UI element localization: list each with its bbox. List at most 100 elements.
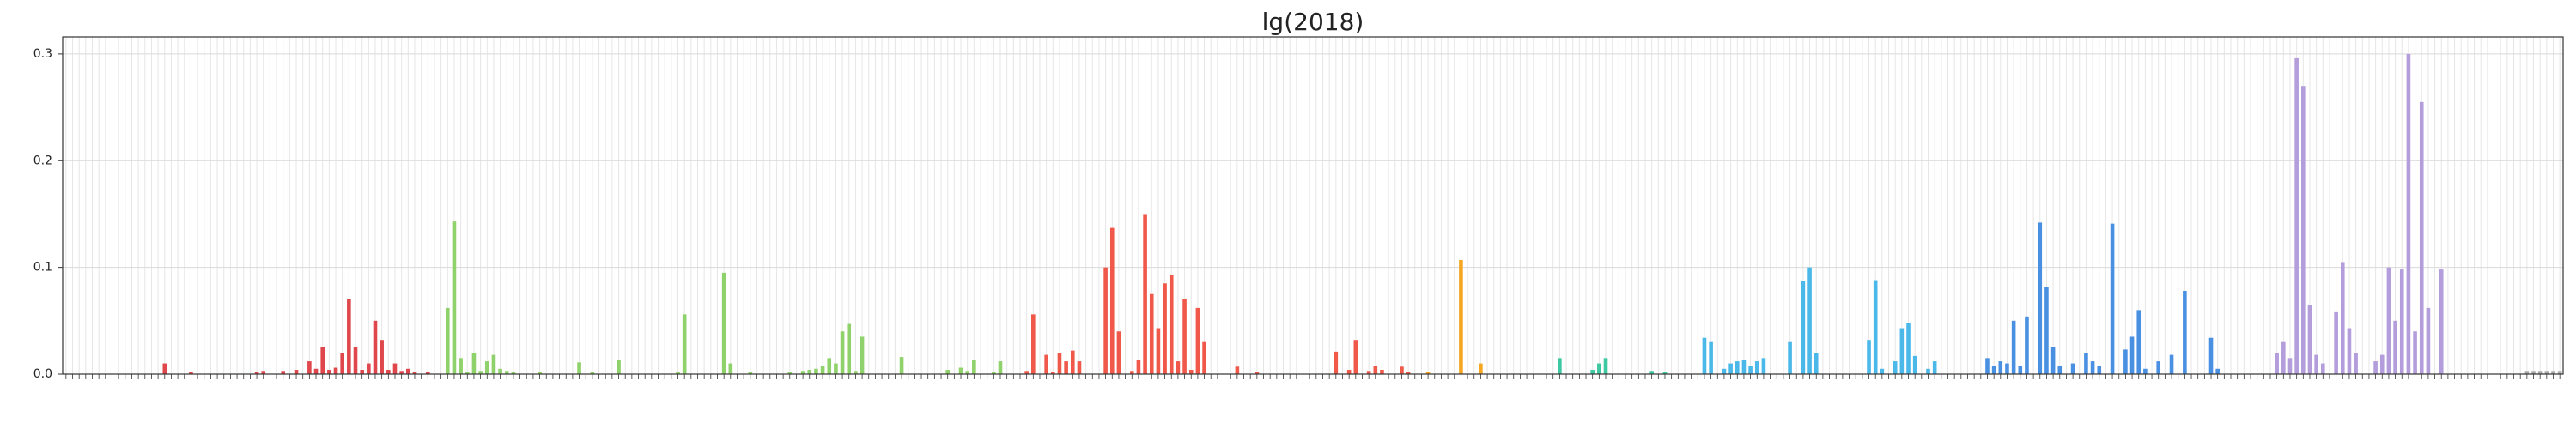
bar xyxy=(189,372,193,374)
bar xyxy=(360,370,364,374)
bar xyxy=(1702,337,1707,374)
bar xyxy=(406,368,410,374)
bar xyxy=(399,371,404,374)
bar xyxy=(327,370,331,374)
y-tick-label: 0.0 xyxy=(33,367,52,381)
bar xyxy=(333,367,338,374)
bar xyxy=(2373,361,2378,374)
bar xyxy=(1998,361,2003,374)
bar xyxy=(2097,366,2102,374)
bar xyxy=(1064,361,1068,374)
bar xyxy=(2123,349,2128,374)
bar xyxy=(2301,86,2306,374)
bar xyxy=(2018,366,2023,374)
bar xyxy=(2354,353,2358,374)
bar xyxy=(854,371,858,374)
bar xyxy=(373,320,378,374)
bar xyxy=(1116,331,1121,374)
bar xyxy=(827,358,832,374)
bar xyxy=(1649,371,1654,374)
bar xyxy=(2413,331,2417,374)
bar xyxy=(2281,341,2286,374)
bar xyxy=(320,347,325,374)
bar xyxy=(847,323,852,374)
bar xyxy=(511,372,516,374)
bar xyxy=(1603,358,1608,374)
bar xyxy=(1425,372,1431,374)
bar xyxy=(412,372,417,374)
bar xyxy=(1590,370,1595,374)
bar xyxy=(965,371,969,374)
bar xyxy=(728,363,733,374)
bar xyxy=(2334,311,2338,374)
bar xyxy=(445,307,450,374)
bar xyxy=(1235,366,1240,374)
bar xyxy=(1807,267,1812,374)
bar xyxy=(1143,214,1147,374)
bar xyxy=(2215,368,2220,374)
bar xyxy=(590,372,595,374)
bar xyxy=(2129,336,2135,374)
plot-frame xyxy=(62,36,2564,375)
bar xyxy=(2044,287,2049,374)
bar xyxy=(1373,366,1378,374)
y-tick-label: 0.2 xyxy=(33,154,52,167)
bar xyxy=(498,368,502,374)
bar xyxy=(1722,368,1727,374)
bar xyxy=(998,361,1003,374)
bar xyxy=(2419,101,2424,374)
bar xyxy=(899,357,904,374)
bar xyxy=(2156,361,2161,374)
bar xyxy=(1906,323,1911,374)
bar xyxy=(972,360,976,374)
bar xyxy=(1070,350,1075,374)
bar xyxy=(484,361,489,374)
bar xyxy=(2386,267,2391,374)
bar xyxy=(1255,372,1260,374)
bar xyxy=(814,368,818,374)
bar xyxy=(426,372,430,374)
bar xyxy=(2340,262,2345,374)
bar xyxy=(2531,371,2536,374)
bar xyxy=(1044,354,1048,374)
bar xyxy=(2320,363,2325,374)
bar xyxy=(2287,358,2293,374)
bar xyxy=(2070,363,2075,374)
bar xyxy=(1149,293,1154,374)
bar xyxy=(1991,366,1996,374)
bar xyxy=(459,358,463,374)
bar xyxy=(1873,280,1878,374)
bar xyxy=(254,372,259,374)
bar xyxy=(2005,363,2009,374)
bar xyxy=(1136,360,1141,374)
bar xyxy=(682,314,687,374)
bar xyxy=(2136,310,2142,374)
bar xyxy=(2025,316,2029,374)
bar xyxy=(1558,358,1562,374)
bar xyxy=(617,360,621,374)
bar xyxy=(1926,368,1930,374)
bar xyxy=(471,353,477,374)
bar xyxy=(1188,370,1194,374)
bar xyxy=(1761,358,1766,374)
bar xyxy=(340,353,344,374)
bar xyxy=(834,363,838,374)
bar xyxy=(1728,363,1733,374)
bar xyxy=(2406,53,2411,374)
bar xyxy=(2208,337,2214,374)
y-tick-label: 0.1 xyxy=(33,261,52,275)
bar xyxy=(748,372,753,374)
bar xyxy=(491,354,496,374)
bar xyxy=(2143,368,2148,374)
bar xyxy=(353,347,358,374)
bar xyxy=(2050,347,2056,374)
bar xyxy=(1735,361,1740,374)
bar xyxy=(2084,353,2088,374)
bar xyxy=(2307,305,2312,374)
bar xyxy=(1709,341,1713,374)
bar xyxy=(1880,368,1885,374)
bar xyxy=(1057,353,1062,374)
bar xyxy=(945,370,950,374)
bar xyxy=(1893,361,1898,374)
bar xyxy=(1985,358,1990,374)
